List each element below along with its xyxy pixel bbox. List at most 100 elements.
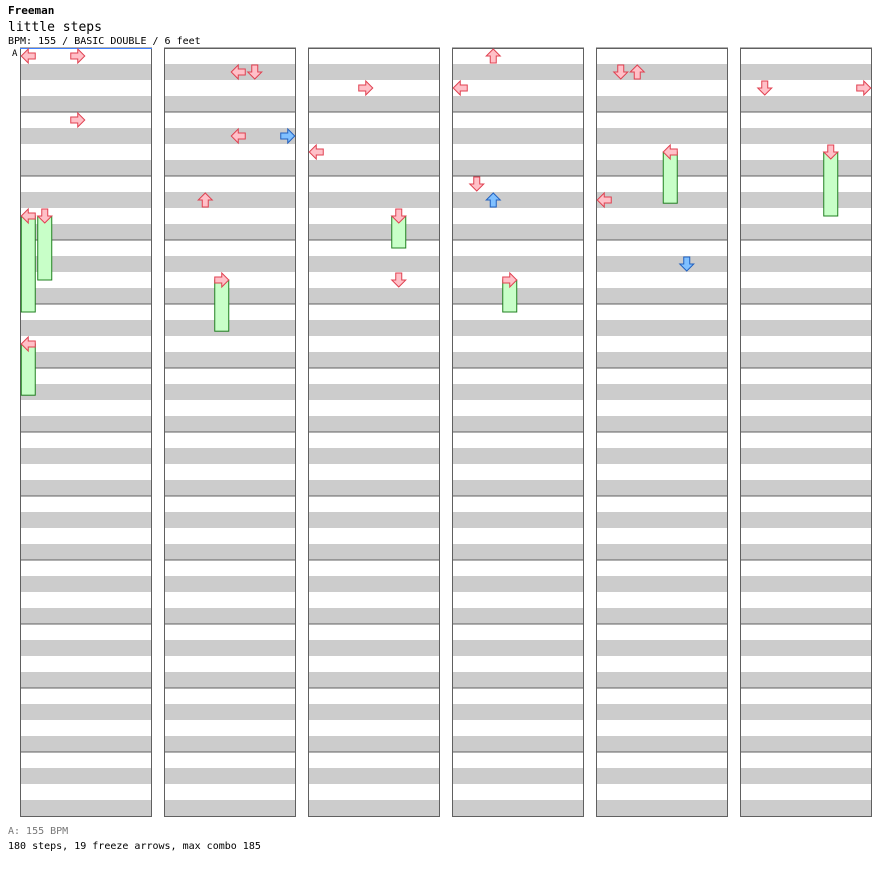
arrow-shape — [452, 79, 468, 97]
beat-stripe — [164, 480, 296, 496]
step-arrow — [358, 79, 374, 97]
bpm-marker-label: A — [12, 49, 18, 59]
beat-stripe — [20, 512, 152, 528]
beat-stripe — [20, 192, 152, 208]
beat-stripe — [596, 256, 728, 272]
beat-stripe — [740, 704, 872, 720]
beat-stripe — [596, 384, 728, 400]
beat-stripe — [740, 160, 872, 176]
arrow-shape — [485, 192, 502, 208]
beat-stripe — [452, 320, 584, 336]
beat-stripe — [452, 64, 584, 80]
freeze-body — [823, 151, 839, 217]
chart-footer: A: 155 BPM 180 steps, 19 freeze arrows, … — [8, 825, 261, 854]
arrow-shape — [214, 271, 230, 289]
step-arrow — [246, 64, 263, 80]
freeze-head-arrow — [214, 271, 230, 289]
beat-stripe — [164, 160, 296, 176]
beat-stripe — [740, 288, 872, 304]
step-arrow — [20, 47, 36, 65]
column-border — [596, 48, 728, 817]
beat-stripe — [20, 160, 152, 176]
freeze-head-arrow — [662, 143, 678, 161]
beat-stripe — [596, 544, 728, 560]
beat-stripe — [164, 544, 296, 560]
beat-stripe — [596, 288, 728, 304]
beat-stripe — [596, 704, 728, 720]
step-arrow — [197, 192, 214, 208]
arrow-shape — [358, 79, 374, 97]
beat-stripe — [20, 384, 152, 400]
beat-stripe — [20, 800, 152, 816]
beat-stripe — [164, 640, 296, 656]
beat-stripe — [20, 320, 152, 336]
beat-stripe — [452, 160, 584, 176]
beat-stripe — [164, 672, 296, 688]
beat-stripe — [308, 160, 440, 176]
beat-stripe — [20, 224, 152, 240]
beat-stripe — [308, 256, 440, 272]
beat-stripe — [20, 352, 152, 368]
beat-stripe — [20, 736, 152, 752]
beat-stripe — [740, 576, 872, 592]
beat-stripe — [596, 672, 728, 688]
beat-stripe — [308, 704, 440, 720]
step-arrow — [756, 80, 773, 96]
beat-stripe — [740, 672, 872, 688]
beat-stripe — [164, 736, 296, 752]
beat-stripe — [452, 448, 584, 464]
arrow-shape — [20, 207, 36, 225]
offbeat-arrow — [678, 256, 695, 272]
beat-stripe — [596, 352, 728, 368]
beat-stripe — [452, 416, 584, 432]
arrow-shape — [70, 111, 86, 129]
beat-stripe — [596, 416, 728, 432]
beat-stripe — [596, 768, 728, 784]
beat-stripe — [740, 640, 872, 656]
beat-stripe — [20, 704, 152, 720]
beat-stripe — [308, 672, 440, 688]
beat-stripe — [740, 480, 872, 496]
beat-stripe — [308, 96, 440, 112]
arrow-shape — [485, 48, 502, 64]
beat-stripe — [308, 384, 440, 400]
beat-stripe — [20, 288, 152, 304]
step-arrow — [308, 143, 324, 161]
beat-stripe — [740, 96, 872, 112]
step-arrow — [485, 48, 502, 64]
beat-stripe — [308, 544, 440, 560]
arrow-shape — [280, 127, 296, 145]
arrow-shape — [20, 47, 36, 65]
beat-stripe — [308, 352, 440, 368]
freeze-head-arrow — [390, 208, 407, 224]
beat-stripe — [164, 576, 296, 592]
offbeat-arrow — [485, 192, 502, 208]
chart-column — [596, 47, 728, 817]
beat-stripe — [20, 128, 152, 144]
beat-stripe — [452, 704, 584, 720]
beat-stripe — [740, 352, 872, 368]
chart-column — [164, 47, 296, 817]
beat-stripe — [740, 416, 872, 432]
beat-stripe — [740, 64, 872, 80]
beat-stripe — [164, 768, 296, 784]
beat-stripe — [452, 512, 584, 528]
beat-stripe — [164, 512, 296, 528]
beat-stripe — [164, 224, 296, 240]
beat-stripe — [308, 736, 440, 752]
beat-stripe — [740, 736, 872, 752]
beat-stripe — [596, 128, 728, 144]
beat-stripe — [452, 640, 584, 656]
beat-stripe — [20, 608, 152, 624]
beat-stripe — [452, 576, 584, 592]
beat-stripe — [164, 416, 296, 432]
column-border — [452, 48, 584, 817]
step-arrow — [452, 79, 468, 97]
beat-stripe — [308, 480, 440, 496]
beat-stripe — [740, 768, 872, 784]
arrow-shape — [502, 271, 518, 289]
beat-stripe — [308, 320, 440, 336]
column-border — [308, 48, 440, 817]
step-chart — [20, 47, 872, 817]
step-arrow — [70, 47, 86, 65]
